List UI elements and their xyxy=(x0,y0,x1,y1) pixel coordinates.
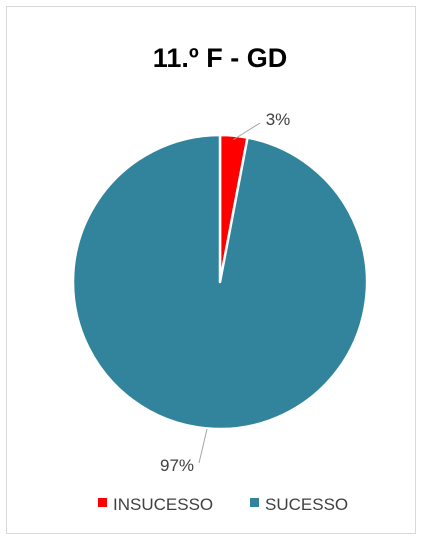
legend-label-insucesso: INSUCESSO xyxy=(113,495,213,514)
data-label-insucesso: 3% xyxy=(266,110,291,129)
legend-swatch-sucesso xyxy=(250,498,259,507)
leader-line-sucesso xyxy=(198,428,208,464)
data-label-sucesso: 97% xyxy=(160,456,194,475)
legend-swatch-insucesso xyxy=(98,498,107,507)
leader-line-insucesso xyxy=(233,122,261,141)
chart-title: 11.º F - GD xyxy=(153,43,287,73)
legend: INSUCESSO SUCESSO xyxy=(98,495,348,514)
pie-slice-sucesso xyxy=(71,133,369,431)
legend-label-sucesso: SUCESSO xyxy=(265,495,348,514)
pie-slices xyxy=(71,133,369,431)
